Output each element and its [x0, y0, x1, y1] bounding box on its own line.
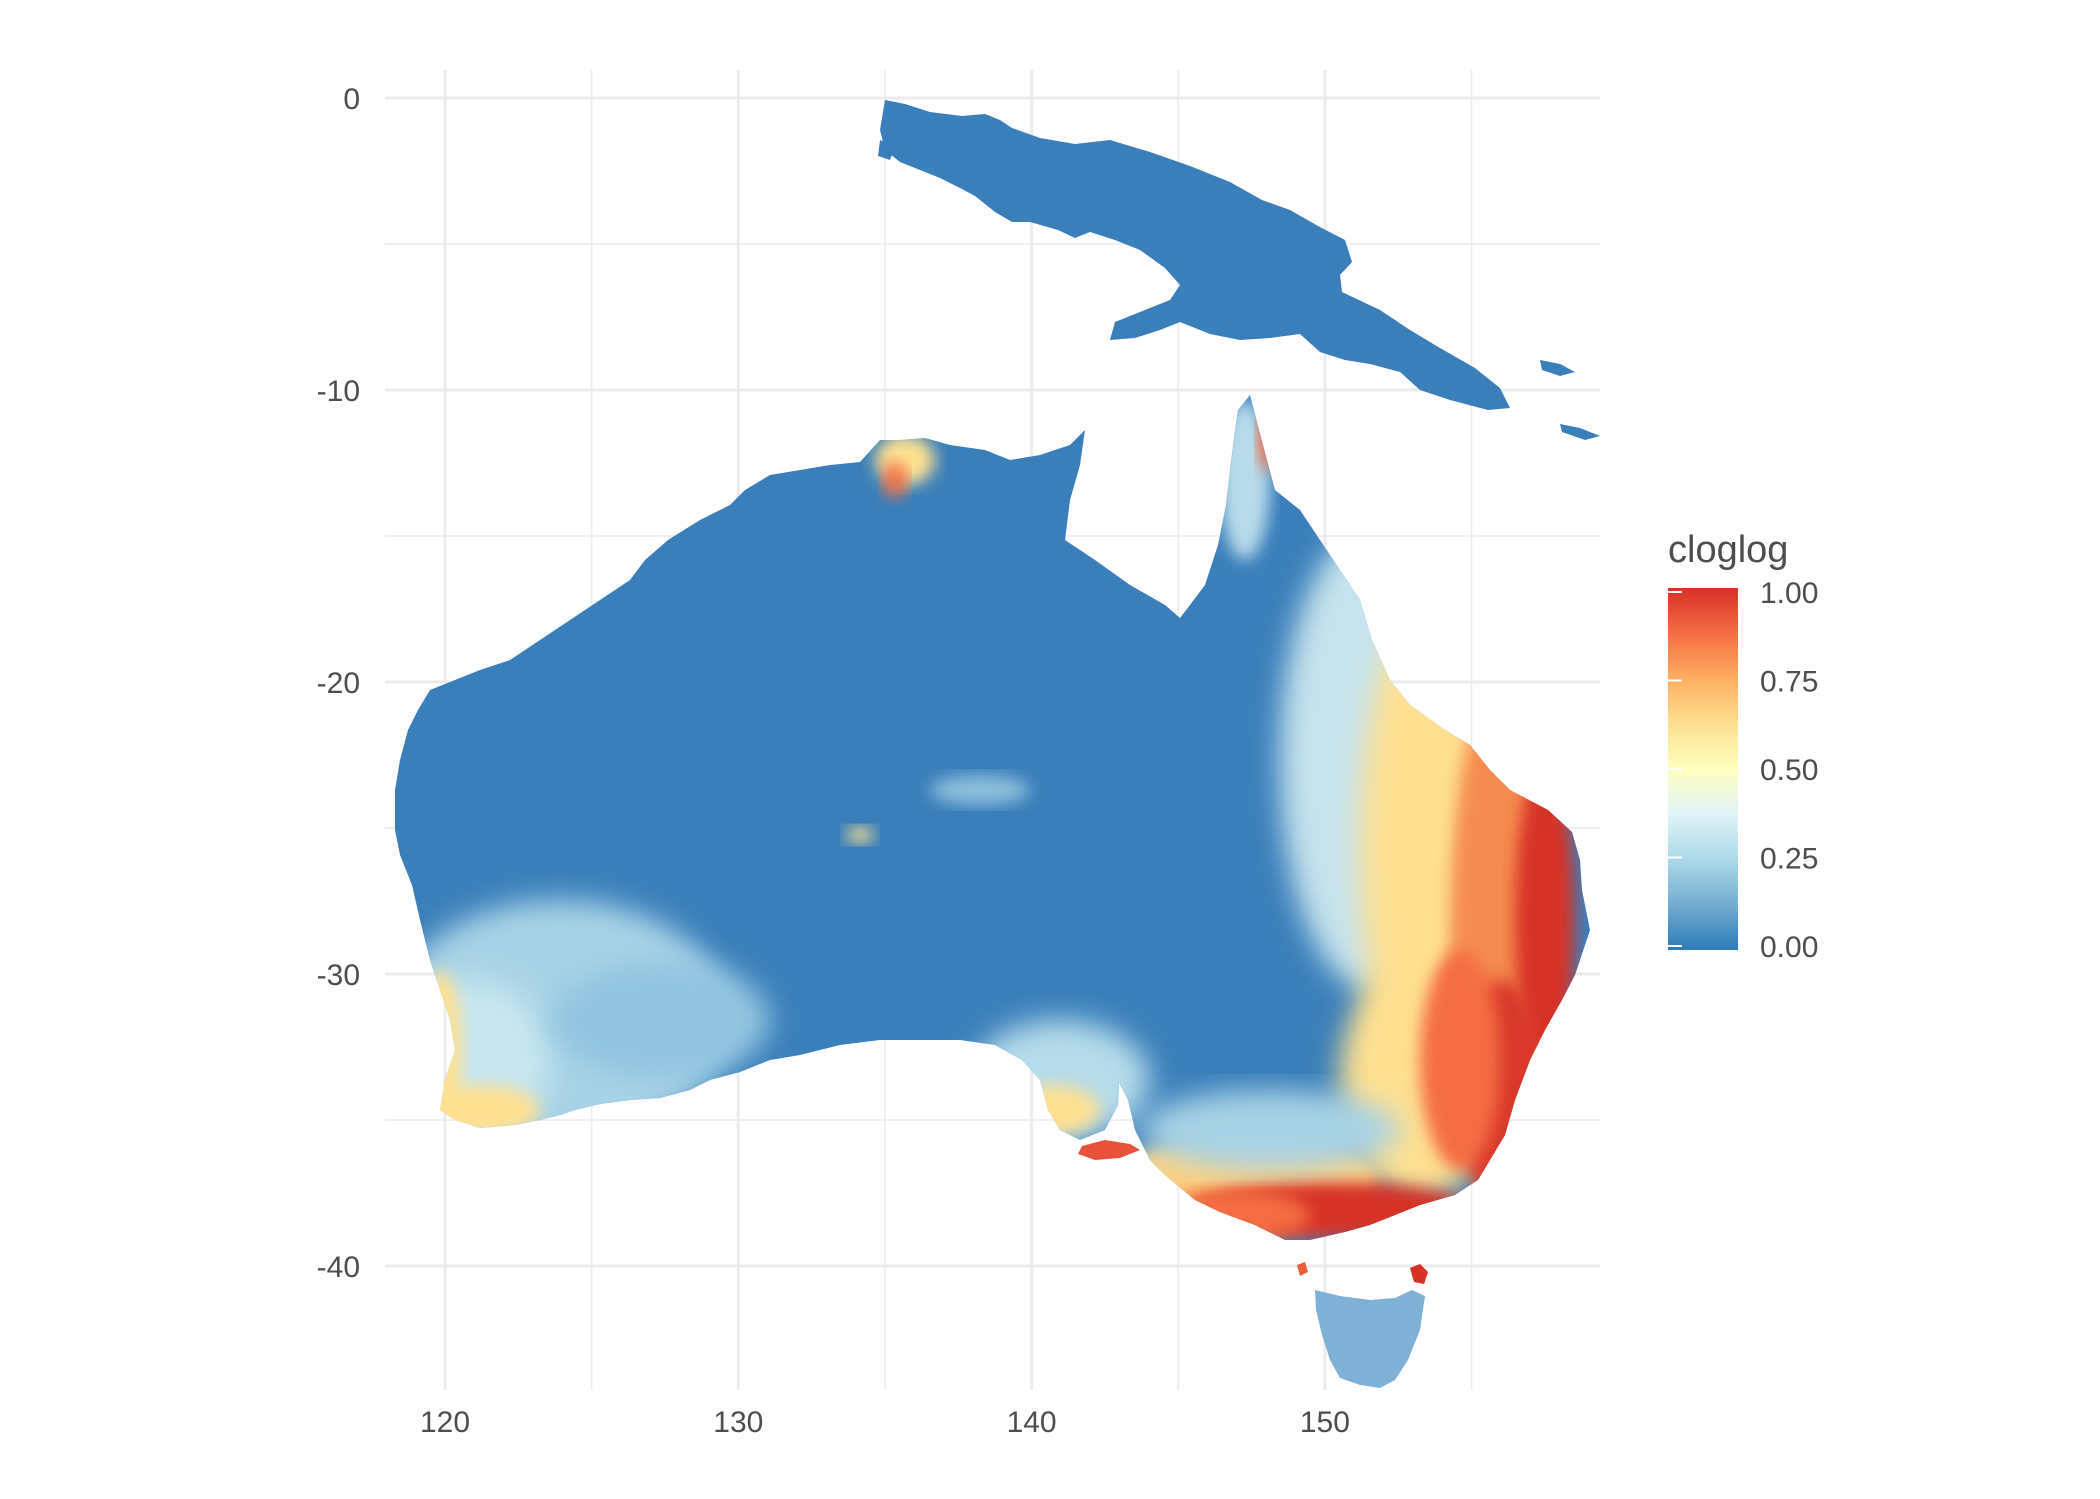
- kimberley-red: [883, 462, 907, 498]
- legend-label: 0.25: [1760, 843, 1818, 876]
- legend-label: 1.00: [1760, 577, 1818, 610]
- cape-york-light: [1220, 400, 1270, 560]
- y-tick-label: 0: [343, 83, 360, 116]
- x-tick-label: 150: [1300, 1406, 1350, 1439]
- nsw-orange: [1420, 950, 1500, 1170]
- new-guinea-island-1: [1540, 360, 1575, 376]
- vic-orange: [1150, 1190, 1310, 1240]
- cape-york-red: [1258, 410, 1278, 470]
- x-axis-ticks: 120 130 140 150: [420, 1406, 1350, 1439]
- legend-title: cloglog: [1668, 529, 1788, 571]
- x-tick-label: 120: [420, 1406, 470, 1439]
- central-patch-2: [846, 827, 874, 843]
- y-axis-ticks: 0 -10 -20 -30 -40: [317, 83, 360, 1284]
- central-patch-1: [930, 775, 1030, 805]
- sw-inland: [550, 960, 770, 1080]
- sa-gulf-yellow: [1000, 1085, 1100, 1135]
- y-tick-label: -10: [317, 375, 360, 408]
- east-red-coast: [1515, 760, 1575, 1080]
- tasmania-region: [1315, 1290, 1425, 1388]
- vic-inland-light: [1140, 1090, 1400, 1170]
- legend-label: 0.00: [1760, 931, 1818, 964]
- flinders-island: [1410, 1264, 1428, 1284]
- x-tick-label: 140: [1007, 1406, 1057, 1439]
- legend-label: 0.50: [1760, 754, 1818, 787]
- new-guinea-island-3: [878, 140, 895, 160]
- sw-coast-west: [418, 970, 462, 1130]
- x-tick-label: 130: [713, 1406, 763, 1439]
- new-guinea-island-2: [1560, 424, 1600, 440]
- king-island: [1297, 1262, 1308, 1276]
- y-tick-label: -40: [317, 1251, 360, 1284]
- new-guinea-region: [880, 100, 1510, 410]
- sw-coast-yellow: [420, 1085, 540, 1135]
- kangaroo-island: [1078, 1140, 1140, 1160]
- y-tick-label: -30: [317, 959, 360, 992]
- y-tick-label: -20: [317, 667, 360, 700]
- legend-label: 0.75: [1760, 666, 1818, 699]
- legend: cloglog 1.00 0.75 0.50 0.25 0.00: [1668, 529, 1818, 964]
